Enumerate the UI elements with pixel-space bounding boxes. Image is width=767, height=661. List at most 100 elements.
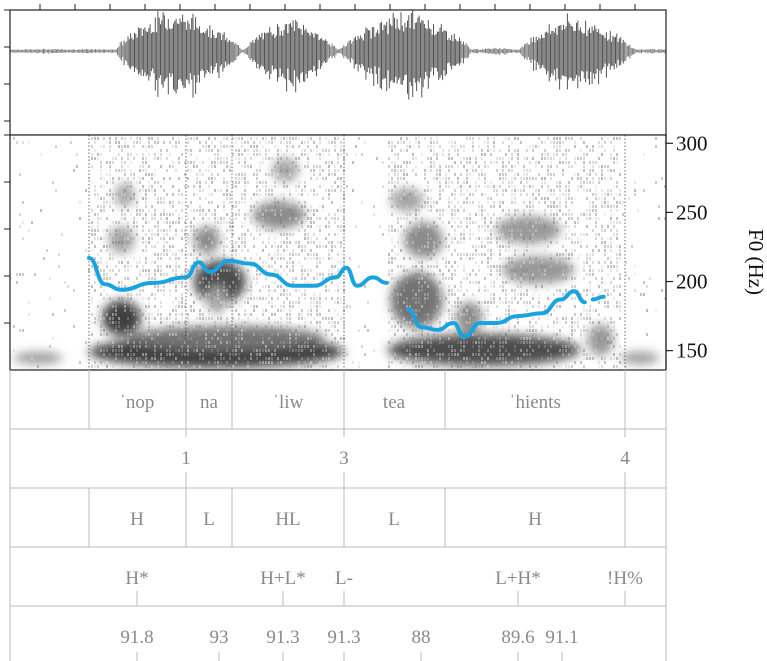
spectrogram-cell	[526, 301, 528, 304]
spectrogram-cell	[505, 245, 507, 248]
spectrogram-cell	[142, 169, 144, 172]
spectrogram-cell	[277, 245, 279, 248]
spectrogram-cell	[91, 225, 93, 228]
spectrogram-cell	[103, 237, 105, 240]
spectrogram-cell	[439, 249, 441, 252]
spectrogram-cell	[94, 141, 96, 144]
spectrogram-cell	[421, 277, 423, 280]
spectrogram-cell	[289, 317, 291, 320]
spectrogram-cell	[214, 137, 216, 140]
spectrogram-cell	[145, 217, 147, 220]
spectrogram-cell	[208, 341, 210, 344]
spectrogram-cell	[16, 281, 18, 284]
spectrogram-cell	[172, 221, 174, 224]
spectrogram-cell	[265, 141, 267, 144]
spectrogram-cell	[286, 145, 288, 148]
spectrogram-cell	[478, 185, 480, 188]
spectrogram-cell	[400, 225, 402, 228]
spectrogram-cell	[280, 305, 282, 308]
spectrogram-cell	[328, 189, 330, 192]
spectrogram-cell	[223, 245, 225, 248]
spectrogram-cell	[100, 317, 102, 320]
spectrogram-cell	[295, 165, 297, 168]
spectrogram-cell	[532, 325, 534, 328]
spectrogram-cell	[433, 349, 435, 352]
spectrogram-cell	[283, 213, 285, 216]
spectrogram-cell	[490, 285, 492, 288]
spectrogram-cell	[169, 353, 171, 356]
spectrogram-cell	[334, 169, 336, 172]
spectrogram-cell	[397, 241, 399, 244]
spectrogram-cell	[337, 297, 339, 300]
spectrogram-cell	[268, 285, 270, 288]
spectrogram-cell	[427, 293, 429, 296]
spectrogram-cell	[109, 181, 111, 184]
spectrogram-cell	[175, 333, 177, 336]
spectrogram-cell	[187, 165, 189, 168]
spectrogram-cell	[469, 237, 471, 240]
spectrogram-cell	[220, 157, 222, 160]
spectrogram-cell	[157, 201, 159, 204]
spectrogram-cell	[247, 341, 249, 344]
spectrogram-cell	[481, 365, 483, 368]
spectrogram-cell	[115, 349, 117, 352]
spectrogram-cell	[598, 145, 600, 148]
spectrogram-cell	[418, 293, 420, 296]
spectrogram-cell	[298, 297, 300, 300]
spectrogram-cell	[277, 161, 279, 164]
spectrogram-cell	[208, 145, 210, 148]
spectrogram-cell	[445, 173, 447, 176]
spectrogram-cell	[244, 201, 246, 204]
spectrogram-cell	[142, 185, 144, 188]
spectrogram-cell	[580, 313, 582, 316]
spectrogram-cell	[637, 209, 639, 212]
spectrogram-cell	[478, 245, 480, 248]
spectrogram-cell	[502, 221, 504, 224]
spectrogram-cell	[334, 273, 336, 276]
spectrogram-cell	[133, 157, 135, 160]
spectrogram-cell	[394, 353, 396, 356]
spectrogram-cell	[568, 273, 570, 276]
spectrogram-cell	[295, 337, 297, 340]
spectrogram-cell	[454, 217, 456, 220]
spectrogram-cell	[598, 181, 600, 184]
spectrogram-cell	[154, 189, 156, 192]
spectrogram-cell	[289, 301, 291, 304]
spectrogram-cell	[238, 277, 240, 280]
spectrogram-cell	[103, 309, 105, 312]
spectrogram-cell	[454, 305, 456, 308]
spectrogram-cell	[538, 345, 540, 348]
spectrogram-cell	[241, 137, 243, 140]
spectrogram-cell	[490, 265, 492, 268]
spectrogram-cell	[193, 209, 195, 212]
spectrogram-cell	[280, 157, 282, 160]
spectrogram-cell	[211, 193, 213, 196]
spectrogram-cell	[448, 277, 450, 280]
spectrogram-cell	[511, 309, 513, 312]
spectrogram-cell	[271, 137, 273, 140]
spectrogram-cell	[550, 257, 552, 260]
spectrogram-cell	[520, 297, 522, 300]
spectrogram-cell	[451, 165, 453, 168]
spectrogram-cell	[334, 221, 336, 224]
spectrogram-cell	[250, 257, 252, 260]
spectrogram-cell	[73, 169, 75, 172]
spectrogram-cell	[241, 165, 243, 168]
spectrogram-cell	[580, 185, 582, 188]
spectrogram-cell	[241, 329, 243, 332]
spectrogram-cell	[103, 317, 105, 320]
spectrogram-cell	[97, 341, 99, 344]
spectrogram-cell	[553, 221, 555, 224]
spectrogram-cell	[211, 201, 213, 204]
spectrogram-cell	[133, 233, 135, 236]
spectrogram-cell	[319, 229, 321, 232]
spectrogram-cell	[556, 205, 558, 208]
spectrogram-cell	[559, 189, 561, 192]
spectrogram-cell	[217, 229, 219, 232]
spectrogram-cell	[223, 205, 225, 208]
spectrogram-cell	[241, 241, 243, 244]
spectrogram-cell	[451, 317, 453, 320]
spectrogram-cell	[478, 165, 480, 168]
spectrogram-cell	[226, 329, 228, 332]
